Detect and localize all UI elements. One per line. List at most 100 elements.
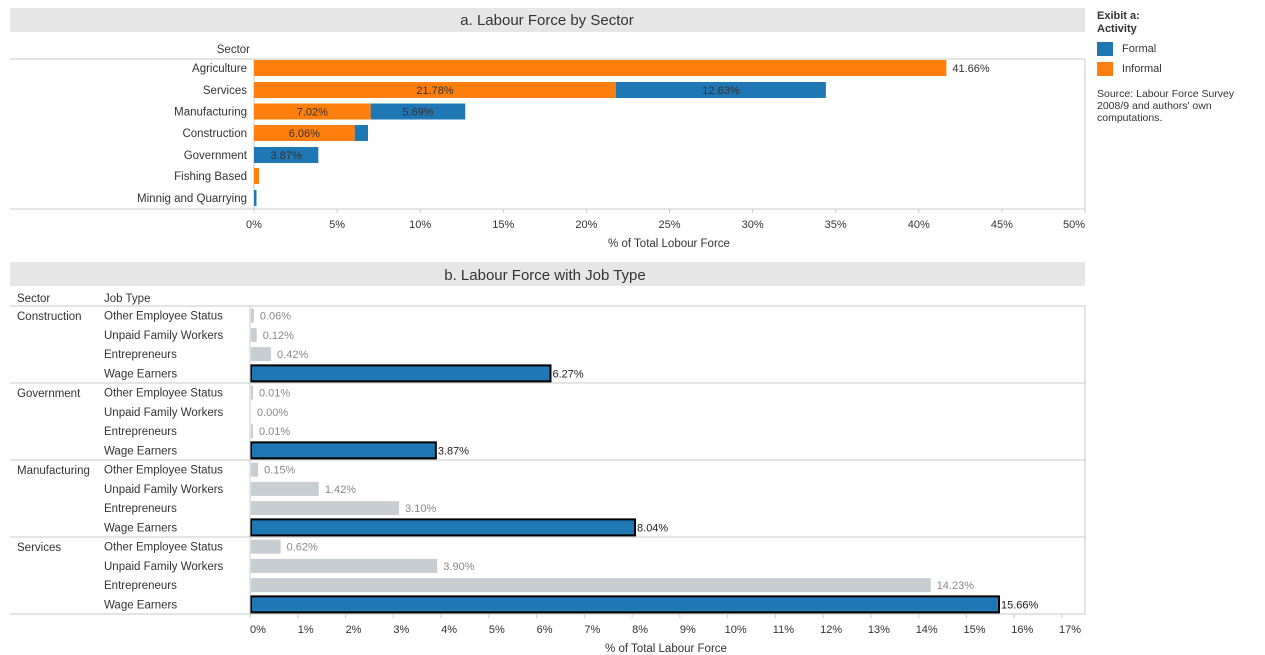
chart-b-tick-label: 1% (298, 624, 314, 636)
chart-a-tick-label: 40% (908, 219, 930, 231)
chart-b-tick-label: 4% (441, 624, 457, 636)
chart-a-title: a. Labour Force by Sector (460, 12, 633, 29)
chart-b-x-axis-label: % of Total Labour Force (605, 643, 727, 655)
chart-a-title-band (10, 8, 1085, 32)
chart-a-row-header: Sector (217, 44, 250, 56)
chart-b-job-label-services-entrepreneurs: Entrepreneurs (104, 580, 177, 592)
chart-b-bar-government-wage-earners (250, 441, 437, 460)
chart-a-tick-label: 50% (1063, 219, 1085, 231)
chart-a-tick-label: 0% (246, 219, 262, 231)
chart-b-job-label-manufacturing-unpaid-family-workers: Unpaid Family Workers (104, 484, 224, 496)
chart-b-tick-label: 12% (820, 624, 842, 636)
chart-b-bar-services-entrepreneurs (251, 578, 931, 593)
chart-a-bar-formal-construction (354, 125, 369, 141)
chart-b-job-label-manufacturing-wage-earners: Wage Earners (104, 522, 177, 534)
chart-a-tick-label: 25% (658, 219, 680, 231)
chart-a-bar-informal-construction (254, 125, 355, 141)
chart-a-bar-formal-minnig-and-quarrying (254, 190, 257, 206)
chart-a-bar-informal-services (254, 82, 616, 98)
chart-b-bar-construction-wage-earners (250, 364, 552, 383)
chart-b-job-label-manufacturing-entrepreneurs: Entrepreneurs (104, 503, 177, 515)
chart-a-label-informal-manufacturing: 7.02% (297, 107, 328, 119)
chart-b-tick-label: 10% (725, 624, 747, 636)
legend: Exibit a: Activity Formal Informal Sourc… (1097, 10, 1257, 124)
chart-b-job-label-construction-entrepreneurs: Entrepreneurs (104, 349, 177, 361)
chart-b-bar-services-other-employee-status (251, 539, 281, 554)
chart-b-value-label-services-entrepreneurs: 14.23% (937, 580, 975, 592)
chart-a-category-label-construction: Construction (182, 128, 247, 140)
chart-b-sector-label-manufacturing: Manufacturing (17, 465, 90, 477)
chart-b-value-label-government-unpaid-family-workers: 0.00% (257, 407, 288, 419)
chart-b-value-label-government-other-employee-status: 0.01% (259, 388, 290, 400)
chart-b-tick-label: 7% (584, 624, 600, 636)
chart-b-sector-label-government: Government (17, 388, 81, 400)
chart-b-bar-government-other-employee-status (251, 385, 253, 400)
chart-b-sector-header: Sector (17, 293, 50, 305)
chart-a-category-label-services: Services (203, 85, 247, 97)
chart-b-value-label-manufacturing-unpaid-family-workers: 1.42% (325, 484, 356, 496)
chart-b-tick-label: 14% (916, 624, 938, 636)
legend-swatch-informal (1097, 62, 1113, 76)
chart-b-bar-manufacturing-entrepreneurs (251, 501, 400, 516)
chart-b-jobtype-header: Job Type (104, 293, 150, 305)
chart-a-category-label-agriculture: Agriculture (192, 63, 247, 75)
chart-a-label-formal-manufacturing: 5.69% (402, 107, 433, 119)
chart-a-label-formal-government: 3.87% (271, 150, 302, 162)
chart-b-job-label-services-unpaid-family-workers: Unpaid Family Workers (104, 561, 224, 573)
legend-swatch-formal (1097, 42, 1113, 56)
chart-b-sector-label-services: Services (17, 542, 61, 554)
chart-b-bar-construction-entrepreneurs (251, 347, 272, 362)
legend-item-informal[interactable]: Informal (1097, 62, 1257, 76)
chart-a-category-label-minnig-and-quarrying: Minnig and Quarrying (137, 193, 247, 205)
chart-b-tick-label: 16% (1011, 624, 1033, 636)
chart-a-tick-label: 5% (329, 219, 345, 231)
chart-b-value-label-construction-entrepreneurs: 0.42% (277, 349, 308, 361)
chart-b-bar-services-wage-earners (250, 595, 1000, 614)
chart-b-title-band (10, 262, 1085, 286)
chart-b-job-label-manufacturing-other-employee-status: Other Employee Status (104, 465, 223, 477)
chart-b-tick-label: 8% (632, 624, 648, 636)
chart-b-job-label-services-other-employee-status: Other Employee Status (104, 542, 223, 554)
chart-b-job-label-government-entrepreneurs: Entrepreneurs (104, 426, 177, 438)
chart-a-label-informal-agriculture: 41.66% (952, 63, 990, 75)
chart-b-tick-label: 15% (963, 624, 985, 636)
chart-b-value-label-construction-unpaid-family-workers: 0.12% (263, 330, 294, 342)
legend-label-formal: Formal (1122, 43, 1157, 55)
chart-b-value-label-manufacturing-wage-earners: 8.04% (637, 522, 668, 534)
chart-a-tick-label: 35% (825, 219, 847, 231)
source-note: Source: Labour Force Survey 2008/9 and a… (1097, 88, 1235, 124)
chart-a-label-informal-construction: 6.06% (289, 128, 320, 140)
chart-b-value-label-government-entrepreneurs: 0.01% (259, 426, 290, 438)
chart-b-tick-label: 3% (393, 624, 409, 636)
chart-a-bar-informal-manufacturing (254, 103, 371, 120)
chart-b-tick-label: 5% (489, 624, 505, 636)
legend-title-line2: Activity (1097, 23, 1137, 35)
chart-b-job-label-government-unpaid-family-workers: Unpaid Family Workers (104, 407, 224, 419)
chart-b-job-label-construction-unpaid-family-workers: Unpaid Family Workers (104, 330, 224, 342)
chart-a-bar-formal-manufacturing (370, 103, 466, 120)
chart-b-value-label-services-wage-earners: 15.66% (1001, 599, 1039, 611)
chart-b-job-label-construction-other-employee-status: Other Employee Status (104, 311, 223, 323)
chart-b-value-label-construction-other-employee-status: 0.06% (260, 311, 291, 323)
chart-b-tick-label: 17% (1059, 624, 1081, 636)
chart-b-value-label-government-wage-earners: 3.87% (438, 445, 469, 457)
chart-a-bar-informal-fishing-based (254, 168, 259, 184)
chart-b-job-label-services-wage-earners: Wage Earners (104, 599, 177, 611)
legend-item-formal[interactable]: Formal (1097, 42, 1257, 56)
chart-b-bar-services-unpaid-family-workers (251, 558, 438, 573)
chart-a-category-label-manufacturing: Manufacturing (174, 107, 247, 119)
chart-a-tick-label: 15% (492, 219, 514, 231)
chart-a-bar-informal-agriculture (254, 60, 947, 76)
chart-b-bar-manufacturing-wage-earners (250, 518, 637, 537)
chart-b-tick-label: 0% (250, 624, 266, 636)
chart-b-tick-label: 2% (346, 624, 362, 636)
chart-b-sector-label-construction: Construction (17, 311, 82, 323)
chart-b-value-label-services-unpaid-family-workers: 3.90% (443, 561, 474, 573)
chart-a-label-formal-services: 12.63% (702, 85, 740, 97)
chart-b-job-label-government-other-employee-status: Other Employee Status (104, 388, 223, 400)
chart-a-bar-formal-services (615, 82, 826, 98)
chart-a-category-label-government: Government (184, 150, 248, 162)
chart-b-value-label-construction-wage-earners: 6.27% (552, 368, 583, 380)
chart-a-label-informal-services: 21.78% (416, 85, 454, 97)
